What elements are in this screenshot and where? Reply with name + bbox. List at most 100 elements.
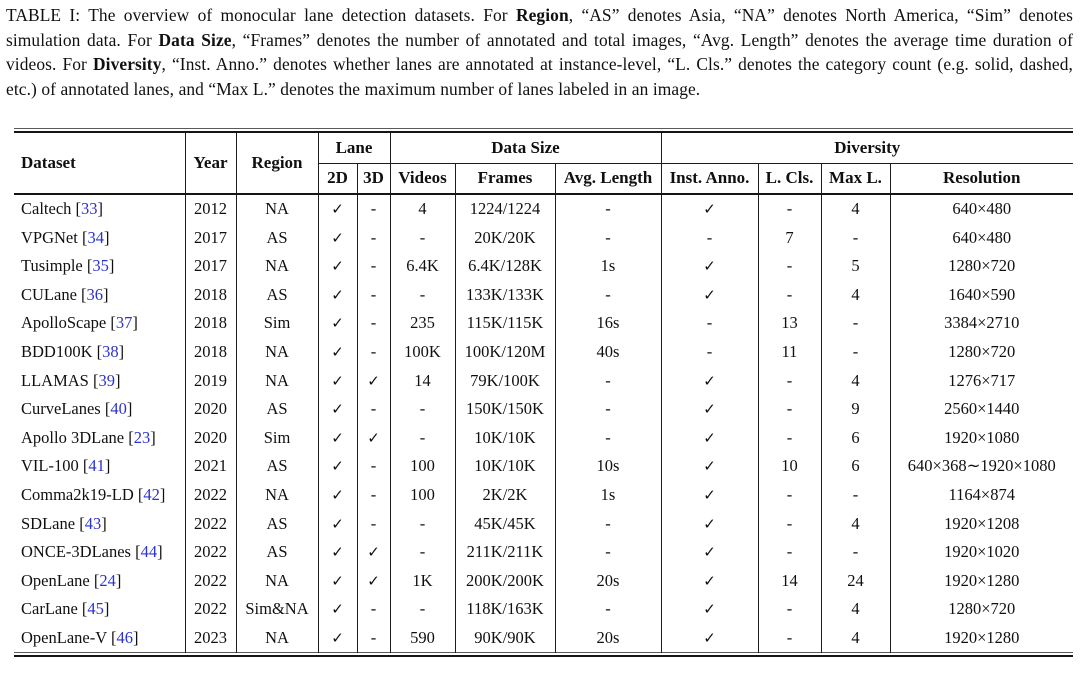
header-data-size-group: Data Size <box>389 131 661 164</box>
table-row: Comma2k19-LD [42] 2022 NA ✓ -100 2K/2K 1s ✓ - -11… <box>14 480 1074 510</box>
region-cell: AS <box>235 223 318 252</box>
dataset-name-bracket: ] <box>126 399 133 419</box>
max-l-cell: 9 <box>820 394 890 424</box>
videos-cell: 1K <box>389 566 455 596</box>
region-cell: NA <box>235 566 318 596</box>
resolution-cell: 1280×720 <box>889 595 1074 624</box>
videos-cell: - <box>389 537 455 567</box>
lane-3d-cell: - <box>356 280 390 310</box>
header-diversity-group: Diversity <box>660 131 1074 164</box>
lane-3d-cell: ✓ <box>356 566 390 596</box>
l-cls-cell: 14 <box>757 566 821 596</box>
lane-2d-cell: ✓ <box>317 509 357 538</box>
max-l-cell: 6 <box>820 423 890 453</box>
citation-link[interactable]: 36 <box>86 284 104 304</box>
dataset-cell: CULane [36] <box>14 281 185 310</box>
dataset-cell: Comma2k19-LD [42] <box>14 481 185 510</box>
dataset-cell: Apollo 3DLane [23] <box>14 424 185 453</box>
lane-2d-cell: ✓ <box>317 337 357 367</box>
citation-link[interactable]: 34 <box>87 227 104 247</box>
dataset-cell: CarLane [45] <box>14 595 185 624</box>
avg-length-cell: - <box>554 280 661 310</box>
citation-link[interactable]: 33 <box>81 199 98 219</box>
avg-length-cell: 40s <box>554 337 661 367</box>
lane-3d-cell: - <box>356 309 390 338</box>
header-2d: 2D <box>317 163 357 195</box>
caption-keyword-region: Region <box>515 5 569 25</box>
dataset-name: ONCE-3DLanes [ <box>21 542 141 562</box>
dataset-name: CurveLanes [ <box>21 399 111 419</box>
dataset-name: SDLane [ <box>21 513 85 533</box>
citation-link[interactable]: 42 <box>143 485 160 505</box>
table-row: ONCE-3DLanes [44] 2022 AS ✓ ✓ -211K/211K - ✓ - -1… <box>14 537 1074 567</box>
avg-length-cell: 16s <box>554 309 661 338</box>
lane-2d-cell: ✓ <box>317 423 357 453</box>
lane-3d-cell: - <box>356 252 390 281</box>
videos-cell: - <box>389 280 455 310</box>
dataset-cell: CurveLanes [40] <box>14 395 185 424</box>
header-max-l: Max L. <box>820 163 890 195</box>
dataset-cell: OpenLane-V [46] <box>14 624 185 653</box>
lane-2d-cell: ✓ <box>317 366 357 395</box>
avg-length-cell: - <box>554 595 661 624</box>
citation-link[interactable]: 24 <box>99 570 116 590</box>
header-inst-anno: Inst. Anno. <box>660 163 758 195</box>
citation-link[interactable]: 38 <box>102 342 119 362</box>
dataset-name: VPGNet [ <box>21 227 88 247</box>
inst-anno-cell: ✓ <box>660 623 758 653</box>
inst-anno-cell: ✓ <box>660 595 758 624</box>
resolution-cell: 1280×720 <box>889 252 1074 281</box>
l-cls-cell: - <box>757 623 821 653</box>
dataset-cell: LLAMAS [39] <box>14 366 185 395</box>
l-cls-cell: - <box>757 252 821 281</box>
citation-link[interactable]: 46 <box>116 628 133 648</box>
citation-link[interactable]: 45 <box>87 599 104 619</box>
videos-cell: - <box>389 595 455 624</box>
lane-3d-cell: - <box>356 623 390 653</box>
table-row: CurveLanes [40] 2020 AS ✓ - -150K/150K - ✓ -9 256… <box>14 394 1074 424</box>
year-cell: 2022 <box>184 566 236 596</box>
table-row: VPGNet [34] 2017 AS ✓ - -20K/20K - -7-640×480 <box>14 223 1074 252</box>
year-cell: 2020 <box>184 423 236 453</box>
lane-2d-cell: ✓ <box>317 394 357 424</box>
frames-cell: 100K/120M <box>454 337 555 367</box>
year-cell: 2018 <box>184 337 236 367</box>
l-cls-cell: - <box>757 193 821 224</box>
l-cls-cell: 11 <box>757 337 821 367</box>
avg-length-cell: - <box>554 223 661 252</box>
dataset-cell: VIL-100 [41] <box>14 452 185 481</box>
citation-link[interactable]: 23 <box>133 427 151 447</box>
datasets-table: Dataset Year Region Lane Data Size Diver… <box>14 127 1074 658</box>
lane-3d-cell: - <box>356 452 390 481</box>
table-row: BDD100K [38] 2018 NA ✓ -100K 100K/120M 40s -11-… <box>14 337 1074 367</box>
frames-cell: 200K/200K <box>454 566 555 596</box>
citation-link[interactable]: 43 <box>84 513 102 533</box>
dataset-name: Caltech [ <box>21 199 82 219</box>
dataset-name-bracket: ] <box>159 485 166 505</box>
citation-link[interactable]: 35 <box>92 256 109 276</box>
l-cls-cell: 10 <box>757 452 821 481</box>
citation-link[interactable]: 41 <box>88 456 105 476</box>
datasets-table-grid: Dataset Year Region Lane Data Size Diver… <box>14 130 1074 654</box>
l-cls-cell: 7 <box>757 223 821 252</box>
max-l-cell: 6 <box>820 452 890 481</box>
header-3d: 3D <box>356 163 390 195</box>
avg-length-cell: 1s <box>554 480 661 510</box>
dataset-name: OpenLane [ <box>21 570 100 590</box>
avg-length-cell: - <box>554 509 661 538</box>
inst-anno-cell: ✓ <box>660 480 758 510</box>
max-l-cell: - <box>820 480 890 510</box>
citation-link[interactable]: 44 <box>140 542 158 562</box>
inst-anno-cell: ✓ <box>660 423 758 453</box>
citation-link[interactable]: 39 <box>98 370 115 390</box>
table-row: SDLane [43] 2022 AS ✓ - -45K/45K - ✓ -4 1920×1208 <box>14 509 1074 538</box>
citation-link[interactable]: 40 <box>110 399 127 419</box>
table-row: CarLane [45] 2022 Sim&NA ✓ - -118K/163K - ✓ -4 12… <box>14 595 1074 624</box>
lane-3d-cell: - <box>356 394 390 424</box>
citation-link[interactable]: 37 <box>115 313 133 333</box>
videos-cell: 100 <box>389 480 455 510</box>
lane-2d-cell: ✓ <box>317 623 357 653</box>
frames-cell: 10K/10K <box>454 423 555 453</box>
year-cell: 2022 <box>184 595 236 624</box>
dataset-name: LLAMAS [ <box>21 370 99 390</box>
